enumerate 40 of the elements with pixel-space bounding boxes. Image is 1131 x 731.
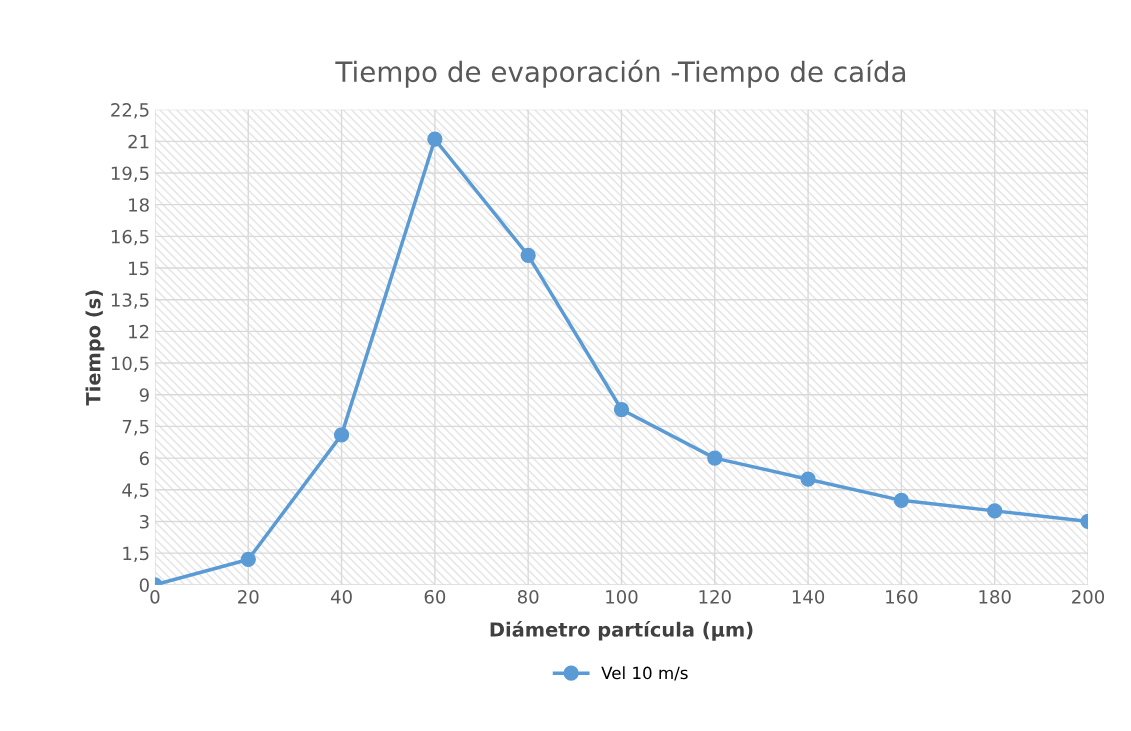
point [240, 551, 256, 568]
x-tick-label: 120 [699, 589, 731, 604]
y-tick-label: 6 [139, 451, 149, 466]
x-tick-label: 60 [424, 589, 446, 604]
y-tick-label: 0 [139, 578, 149, 592]
x-tick-label: 200 [1072, 589, 1105, 604]
point [520, 247, 536, 264]
y-tick-label: 3 [139, 514, 149, 529]
y-tick-label: 19,5 [111, 166, 149, 182]
x-tick-label: 20 [238, 589, 259, 604]
y-tick-label: 9 [139, 388, 149, 402]
y-tick-label: 22,5 [111, 103, 149, 119]
y-tick-label: 13,5 [111, 293, 149, 309]
legend-label: Vel 10 m/s [601, 666, 688, 681]
x-tick-label: 100 [606, 589, 638, 604]
y-tick-label: 10,5 [111, 356, 149, 373]
y-tick-label: 16,5 [111, 229, 149, 246]
y-axis-title: Tiempo (s) [85, 290, 105, 406]
y-tick-label: 15 [129, 261, 149, 276]
y-tick-label: 7,5 [122, 420, 149, 436]
y-tick-label: 18 [129, 198, 149, 212]
point [427, 131, 443, 147]
x-tick-label: 80 [517, 589, 539, 604]
y-tick-label: 12 [129, 324, 149, 339]
point [987, 503, 1003, 519]
y-tick-label: 4,5 [122, 483, 149, 499]
y-tick-label: 1,5 [123, 546, 149, 563]
point [800, 471, 816, 487]
point [893, 492, 910, 508]
x-tick-label: 180 [979, 589, 1011, 604]
y-tick-label: 21 [128, 134, 149, 149]
point [613, 401, 630, 418]
chart-title: Tiempo de evaporación -Tiempo de caída [335, 59, 906, 88]
x-tick-label: 0 [150, 589, 160, 604]
x-axis-title: Diámetro partícula (µm) [490, 621, 753, 641]
x-tick-label: 160 [886, 589, 918, 604]
point [333, 427, 350, 443]
point [707, 450, 723, 466]
x-tick-label: 40 [330, 589, 352, 604]
x-tick-label: 140 [792, 589, 825, 604]
